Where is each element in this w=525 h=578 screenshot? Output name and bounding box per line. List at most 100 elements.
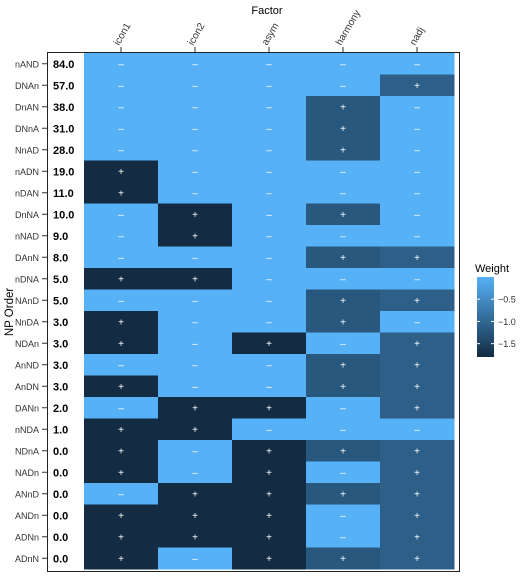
cell-sign-label: – xyxy=(118,59,124,70)
row-label-NDAn: NDAn xyxy=(15,339,39,349)
row-value-label: 3.0 xyxy=(53,338,68,350)
row-label-AnND: AnND xyxy=(15,360,40,370)
heatmap-cell xyxy=(84,289,159,312)
heatmap-cell xyxy=(380,397,455,419)
heatmap-cell xyxy=(232,96,307,118)
cell-sign-label: – xyxy=(414,317,420,328)
heatmap-cell xyxy=(232,483,307,505)
cell-sign-label: – xyxy=(192,253,198,264)
cell-sign-label: – xyxy=(340,468,346,479)
heatmap-cell xyxy=(84,461,159,484)
heatmap-cell xyxy=(84,354,159,376)
row-value-label: 2.0 xyxy=(53,403,68,415)
row-label-DnAN: DnAN xyxy=(15,102,39,112)
row-value-label: 0.0 xyxy=(53,446,68,458)
cell-sign-label: + xyxy=(118,532,124,543)
row-value-label: 3.0 xyxy=(53,360,68,372)
row-label-NnAD: NnAD xyxy=(15,145,40,155)
heatmap-cell xyxy=(84,96,159,118)
cell-sign-label: – xyxy=(192,468,198,479)
cell-sign-label: + xyxy=(414,532,420,543)
cell-sign-label: – xyxy=(192,339,198,350)
cell-sign-label: + xyxy=(414,403,420,414)
cell-sign-label: + xyxy=(414,511,420,522)
row-label-ADnN: ADnN xyxy=(15,554,39,564)
heatmap-cell xyxy=(158,483,233,505)
cell-sign-label: – xyxy=(192,317,198,328)
heatmap-cell xyxy=(380,311,455,333)
cell-sign-label: – xyxy=(266,253,272,264)
cell-sign-label: – xyxy=(340,532,346,543)
cell-sign-label: – xyxy=(192,382,198,393)
row-value-label: 8.0 xyxy=(53,252,68,264)
cell-sign-label: + xyxy=(266,403,272,414)
heatmap-cell xyxy=(158,332,233,355)
cell-sign-label: + xyxy=(266,511,272,522)
cell-sign-label: + xyxy=(118,188,124,199)
row-label-nDNA: nDNA xyxy=(15,274,39,284)
heatmap-cell xyxy=(84,225,159,247)
cell-sign-label: – xyxy=(266,124,272,135)
heatmap-cell xyxy=(158,160,233,183)
heatmap-cell xyxy=(232,332,307,355)
cell-sign-label: + xyxy=(118,167,124,178)
heatmap-cell xyxy=(84,139,159,161)
cell-sign-label: + xyxy=(414,382,420,393)
col-label-harmony: harmony xyxy=(334,8,363,47)
cell-sign-label: + xyxy=(118,274,124,285)
heatmap-cell xyxy=(84,117,159,140)
heatmap-cell xyxy=(84,311,159,333)
heatmap-cell xyxy=(306,547,381,570)
heatmap-cell xyxy=(158,203,233,226)
cell-sign-label: – xyxy=(414,274,420,285)
heatmap-cell xyxy=(306,397,381,419)
heatmap-cell xyxy=(306,504,381,527)
heatmap-cell xyxy=(232,203,307,226)
heatmap-cell xyxy=(84,375,159,398)
cell-sign-label: – xyxy=(118,124,124,135)
col-label-icon2: icon2 xyxy=(186,21,208,48)
row-value-label: 11.0 xyxy=(53,188,74,200)
heatmap-cell xyxy=(158,375,233,398)
legend: Weight −0.5 −1.0 −1.5 xyxy=(475,263,516,357)
cell-sign-label: + xyxy=(118,446,124,457)
row-label-NnDA: NnDA xyxy=(15,317,39,327)
heatmap-cell xyxy=(232,74,307,97)
heatmap-cell xyxy=(380,547,455,570)
row-label-nADN: nADN xyxy=(15,167,39,177)
heatmap-cell xyxy=(158,53,233,75)
legend-tick-label: −1.5 xyxy=(498,339,516,349)
cell-sign-label: – xyxy=(414,167,420,178)
cell-sign-label: – xyxy=(414,59,420,70)
heatmap-cell xyxy=(232,139,307,161)
heatmap-cell xyxy=(380,160,455,183)
heatmap-cell xyxy=(232,225,307,247)
heatmap-cell xyxy=(84,547,159,570)
row-label-nNDA: nNDA xyxy=(15,425,39,435)
heatmap-cell xyxy=(380,461,455,484)
heatmap-cell xyxy=(232,246,307,269)
cell-sign-label: – xyxy=(192,81,198,92)
cell-sign-label: + xyxy=(414,446,420,457)
cell-sign-label: – xyxy=(414,188,420,199)
legend-tick-label: −0.5 xyxy=(498,295,516,305)
heatmap-cell xyxy=(380,289,455,312)
heatmap-cell xyxy=(380,139,455,161)
heatmap-cell xyxy=(306,289,381,312)
cell-sign-label: – xyxy=(414,425,420,436)
row-label-ANnD: ANnD xyxy=(15,489,40,499)
cell-sign-label: + xyxy=(340,253,346,264)
heatmap-cell xyxy=(158,74,233,97)
heatmap-cell xyxy=(232,117,307,140)
row-value-label: 0.0 xyxy=(53,553,68,565)
heatmap-cell xyxy=(306,483,381,505)
heatmap-cell xyxy=(306,311,381,333)
heatmap-cell xyxy=(306,74,381,97)
row-label-NADn: NADn xyxy=(15,468,39,478)
row-value-label: 0.0 xyxy=(53,489,68,501)
heatmap-cell xyxy=(306,268,381,290)
cell-sign-label: + xyxy=(414,253,420,264)
cell-sign-label: – xyxy=(266,382,272,393)
cell-sign-label: + xyxy=(192,210,198,221)
cell-sign-label: – xyxy=(340,167,346,178)
